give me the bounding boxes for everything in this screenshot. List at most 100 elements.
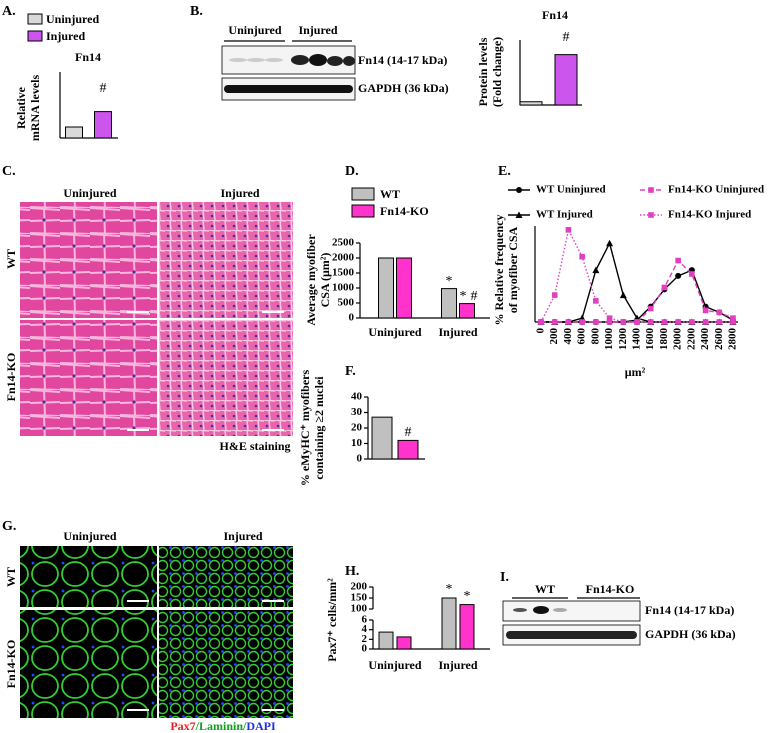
annotation: # (405, 425, 412, 440)
marker (579, 253, 585, 260)
y-tick-label: 500 (338, 297, 355, 309)
panel-letter: H. (345, 564, 359, 579)
band-label: Fn14 (14-17 kDa) (358, 53, 447, 67)
marker (606, 319, 613, 325)
band-label: GAPDH (36 kDa) (358, 81, 449, 95)
y-tick-label: 30 (351, 406, 363, 418)
marker (565, 319, 572, 325)
line (540, 227, 733, 323)
x-tick-label: 400 (562, 328, 574, 345)
y-tick-label: 0 (357, 453, 363, 465)
annotation: # (471, 289, 478, 304)
x-tick-label: 800 (589, 328, 601, 345)
panel-letter: E. (498, 164, 511, 179)
band-label: Fn14 (14-17 kDa) (645, 603, 734, 617)
marker (689, 271, 695, 277)
bar (441, 597, 457, 650)
marker (619, 291, 627, 299)
marker (634, 319, 640, 325)
y-axis-label: (Fold change) (490, 37, 504, 107)
marker (730, 315, 736, 321)
marker (661, 284, 668, 291)
y-tick-label: 20 (351, 422, 363, 434)
marker (675, 319, 681, 325)
bar (65, 126, 83, 139)
y-axis-label: Pax7⁺ cells/mm² (325, 578, 339, 662)
x-tick-label: 1800 (658, 328, 670, 351)
marker (606, 239, 614, 247)
legend-label: Fn14-KO Uninjured (668, 184, 764, 196)
y-axis-label: Protein levels (476, 37, 490, 106)
legend-label: Fn14-KO (380, 204, 429, 218)
blot (502, 600, 641, 646)
y-tick-label: 1000 (332, 282, 355, 294)
x-axis-label: μm² (625, 365, 646, 379)
column-label: Uninjured (63, 186, 116, 200)
x-tick-label: 2800 (727, 328, 739, 351)
x-tick-label: Uninjured (368, 658, 421, 672)
y-axis-label: Relative (14, 86, 28, 129)
panel-letter: D. (345, 164, 359, 179)
x-tick-label: 1600 (644, 328, 656, 351)
bar (554, 54, 578, 106)
caption-part: /Laminin/ (195, 719, 247, 733)
x-tick-label: Injured (438, 658, 477, 672)
marker (716, 319, 723, 325)
y-tick-label: 0 (349, 312, 355, 324)
panel-letter: I. (500, 570, 509, 585)
marker (592, 266, 600, 274)
y-tick-label: 2000 (332, 252, 355, 264)
bar (519, 101, 543, 106)
marker (551, 319, 558, 325)
legend-marker (648, 187, 654, 193)
marker (593, 319, 599, 325)
annotation: * (460, 289, 467, 304)
y-axis-label: Average myofiber (304, 234, 318, 326)
annotation: * (446, 582, 453, 597)
marker (565, 227, 572, 233)
row-label: Fn14-KO (4, 353, 18, 402)
blot-group: WT (535, 582, 555, 596)
x-tick-label: 1000 (603, 328, 615, 351)
marker (647, 319, 654, 325)
y-axis-label: % Relative frequency (492, 214, 506, 325)
legend-label: Fn14-KO Injured (668, 209, 751, 221)
y-axis-label: mRNA levels (28, 75, 42, 142)
y-axis-label: of myofiber CSA (506, 226, 520, 313)
bar (459, 303, 475, 319)
bar (397, 439, 419, 460)
blot-group: Uninjured (228, 23, 281, 37)
line (541, 269, 734, 323)
x-tick-label: 0 (535, 328, 547, 334)
legend-label: Injured (46, 29, 85, 43)
bar (396, 636, 412, 650)
panel-letter: F. (345, 364, 356, 379)
bar (94, 111, 112, 139)
row-label: WT (4, 567, 18, 587)
legend-label: WT Uninjured (536, 184, 606, 196)
legend-label: WT (380, 187, 400, 201)
marker (675, 257, 681, 264)
y-tick-label: 200 (351, 581, 368, 593)
y-tick-label: 6 (362, 614, 368, 626)
x-tick-label: Injured (438, 325, 477, 339)
blot-group: Fn14-KO (586, 582, 635, 596)
marker (675, 272, 682, 279)
marker (538, 319, 544, 325)
y-axis-label: CSA (μm²) (318, 253, 332, 308)
column-label: Injured (220, 186, 259, 200)
y-tick-label: 4 (362, 623, 368, 635)
caption: Pax7/Laminin/DAPI (170, 719, 276, 733)
marker (551, 292, 558, 298)
bar (378, 631, 394, 650)
blot-group: Injured (298, 23, 337, 37)
marker (593, 298, 599, 304)
panel-letter: B. (190, 4, 203, 19)
marker (620, 319, 627, 325)
bar (459, 604, 475, 650)
caption-part: Pax7 (170, 719, 195, 733)
caption: H&E staining (219, 439, 290, 453)
column-label: Uninjured (63, 529, 116, 543)
x-tick-label: 200 (548, 328, 560, 345)
